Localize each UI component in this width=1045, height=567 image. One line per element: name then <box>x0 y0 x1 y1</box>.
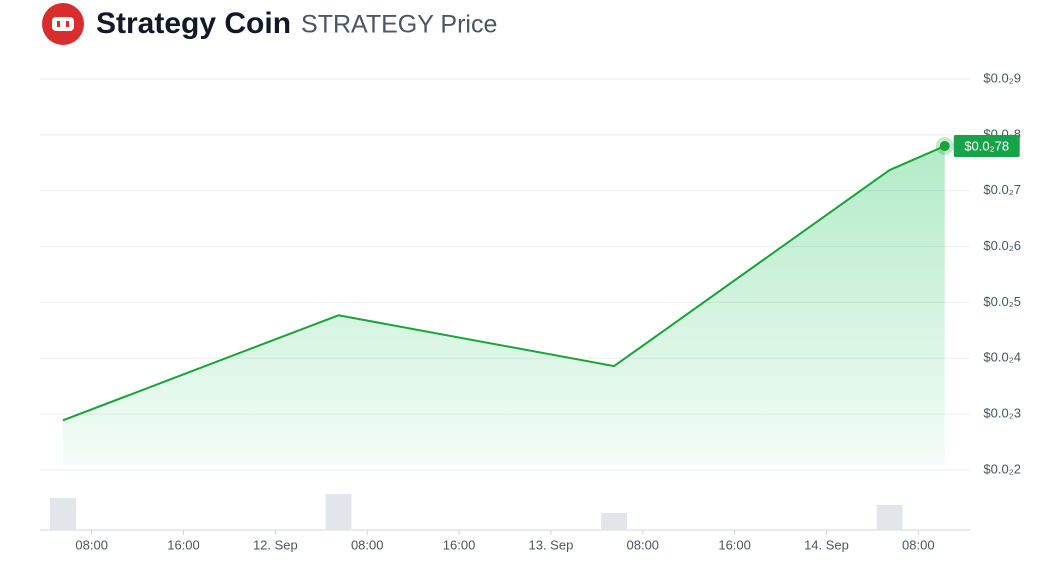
price-label: $0.0₂78 <box>964 138 1009 153</box>
x-tick-label: 08:00 <box>627 537 660 552</box>
y-tick-label: $0.0₂9 <box>983 70 1021 85</box>
y-tick-label: $0.0₂4 <box>983 350 1021 365</box>
y-tick-label: $0.0₂6 <box>983 238 1021 253</box>
volume-bar <box>601 513 628 530</box>
last-point <box>939 141 950 152</box>
x-tick-label: 14. Sep <box>804 537 849 552</box>
x-tick-label: 16:00 <box>718 537 751 552</box>
x-tick-label: 13. Sep <box>529 537 574 552</box>
price-badge <box>953 135 1020 158</box>
y-tick-label: $0.0₂2 <box>983 461 1021 476</box>
price-line <box>62 145 946 422</box>
y-tick-label: $0.0₂7 <box>983 182 1021 197</box>
y-tick-label: $0.0₂3 <box>983 406 1021 421</box>
y-tick-label: $0.0₂5 <box>983 294 1021 309</box>
x-tick-label: 08:00 <box>351 537 384 552</box>
volume-bar <box>49 498 76 530</box>
x-tick-label: 12. Sep <box>253 537 298 552</box>
chart-subtitle: STRATEGY Price <box>301 11 497 39</box>
price-area <box>62 146 945 465</box>
x-tick-label: 16:00 <box>167 537 200 552</box>
x-tick-label: 08:00 <box>902 537 935 552</box>
x-tick-label: 16:00 <box>443 537 476 552</box>
chart-title: Strategy Coin <box>96 7 291 40</box>
volume-bar <box>876 505 903 530</box>
logo <box>42 3 84 45</box>
volume-bar <box>325 494 352 530</box>
x-tick-label: 08:00 <box>75 537 108 552</box>
